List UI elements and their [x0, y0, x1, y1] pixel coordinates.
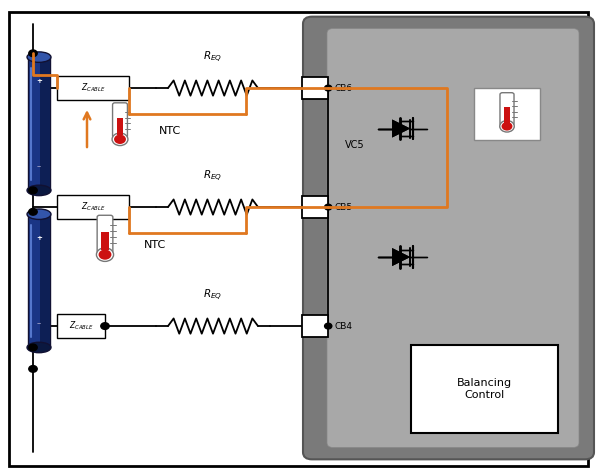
Bar — [57, 76, 129, 100]
Circle shape — [112, 133, 128, 146]
Polygon shape — [392, 248, 410, 266]
Polygon shape — [392, 248, 410, 266]
Bar — [474, 88, 540, 140]
Text: VC5: VC5 — [345, 140, 365, 150]
Ellipse shape — [27, 342, 51, 353]
Circle shape — [29, 366, 37, 372]
Text: +: + — [36, 235, 42, 241]
Text: –: – — [37, 162, 41, 171]
Text: NTC: NTC — [159, 126, 181, 136]
Circle shape — [97, 248, 113, 261]
Bar — [28, 214, 50, 347]
Bar — [57, 314, 105, 338]
Text: $R_{EQ}$: $R_{EQ}$ — [203, 288, 223, 303]
Circle shape — [29, 187, 37, 194]
Circle shape — [500, 120, 514, 132]
Bar — [302, 315, 328, 337]
FancyBboxPatch shape — [97, 215, 113, 253]
Text: $R_{EQ}$: $R_{EQ}$ — [203, 169, 223, 184]
Bar — [40, 214, 50, 347]
Ellipse shape — [27, 185, 51, 196]
Text: CB4: CB4 — [334, 322, 352, 330]
Bar — [302, 77, 328, 99]
Text: CB5: CB5 — [334, 203, 352, 211]
Text: $R_{EQ}$: $R_{EQ}$ — [203, 50, 223, 65]
Circle shape — [101, 323, 109, 329]
Bar — [101, 232, 109, 250]
Bar — [411, 345, 558, 433]
Polygon shape — [392, 119, 410, 138]
Text: $Z_{CABLE}$: $Z_{CABLE}$ — [80, 82, 106, 94]
Circle shape — [325, 323, 332, 329]
Text: NTC: NTC — [144, 240, 166, 250]
Circle shape — [325, 85, 332, 91]
FancyBboxPatch shape — [327, 29, 579, 447]
Ellipse shape — [27, 209, 51, 219]
Text: +: + — [36, 78, 42, 84]
Bar — [57, 195, 129, 219]
Circle shape — [29, 50, 37, 57]
Text: $Z_{CABLE}$: $Z_{CABLE}$ — [68, 320, 94, 332]
Circle shape — [114, 135, 126, 144]
Polygon shape — [392, 119, 410, 138]
Text: CB6: CB6 — [334, 84, 352, 92]
Circle shape — [29, 208, 37, 215]
FancyBboxPatch shape — [500, 93, 514, 125]
Ellipse shape — [27, 52, 51, 62]
Text: –: – — [37, 319, 41, 328]
Circle shape — [98, 249, 112, 260]
FancyBboxPatch shape — [113, 103, 127, 138]
Bar — [40, 57, 50, 190]
Circle shape — [502, 122, 512, 130]
FancyBboxPatch shape — [303, 17, 594, 459]
Circle shape — [29, 344, 37, 351]
Bar — [117, 118, 123, 135]
Circle shape — [325, 204, 332, 210]
Bar — [504, 107, 510, 123]
Bar — [28, 57, 50, 190]
Text: Balancing
Control: Balancing Control — [457, 378, 512, 400]
Bar — [302, 196, 328, 218]
Text: $Z_{CABLE}$: $Z_{CABLE}$ — [80, 201, 106, 213]
